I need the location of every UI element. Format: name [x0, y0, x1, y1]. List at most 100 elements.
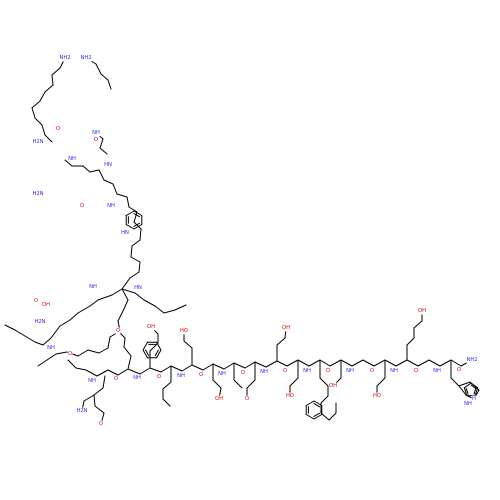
- chemical-bond: [133, 221, 142, 230]
- ring-bond: [305, 414, 315, 420]
- ring-double-bond: [473, 387, 477, 395]
- chemical-bond: [41, 124, 46, 136]
- chemical-bond: [254, 361, 267, 368]
- nitrogen-atom-label: H2N: [76, 408, 87, 414]
- chemical-bond: [107, 336, 111, 349]
- chemical-bond: [127, 368, 141, 375]
- atom-label-background: [88, 377, 96, 385]
- atom-label-background: [282, 324, 290, 332]
- chemical-bond: [154, 305, 165, 314]
- chemical-bond: [98, 169, 105, 181]
- nitrogen-atom-label: H: [472, 396, 476, 402]
- chemical-bond: [97, 294, 113, 301]
- chemical-bond: [174, 304, 187, 311]
- chemical-bond: [395, 359, 408, 367]
- oxygen-atom-label: O: [94, 137, 98, 143]
- oxygen-atom-label: O: [116, 328, 120, 334]
- chemical-bond: [94, 405, 105, 414]
- atom-label-background: [466, 356, 478, 364]
- oxygen-atom-label: O: [114, 376, 118, 382]
- ring-bond: [142, 341, 148, 351]
- chemical-bond: [50, 325, 61, 339]
- chemical-bond: [362, 359, 375, 367]
- chemical-bond: [458, 385, 467, 396]
- atom-label-background: [329, 382, 337, 390]
- ring-double-bond: [145, 349, 150, 357]
- chemical-bond: [89, 169, 100, 173]
- chemical-bond: [46, 353, 57, 361]
- oxygen-atom-label: HO: [373, 393, 381, 399]
- ring-double-bond: [133, 213, 141, 218]
- ring-double-bond: [465, 387, 469, 395]
- nitrogen-atom-label: NH: [390, 368, 398, 374]
- atom-label-background: [67, 350, 73, 358]
- chemical-bond: [133, 211, 138, 223]
- chemical-bond: [121, 288, 136, 294]
- chemical-bond: [34, 117, 43, 126]
- chemical-bond: [14, 329, 26, 337]
- chemical-bond: [170, 365, 183, 372]
- chemical-bond: [93, 387, 104, 396]
- oxygen-atom-label: O: [414, 368, 418, 374]
- chemical-bond: [51, 74, 54, 86]
- atom-label-background: [47, 344, 55, 352]
- chemical-bond: [24, 335, 36, 343]
- atom-label-background: [369, 367, 375, 375]
- oxygen-atom-label: OH: [42, 302, 50, 308]
- chemical-bond: [373, 359, 386, 367]
- chemical-bond: [308, 359, 321, 367]
- oxygen-atom-label: O: [245, 396, 249, 402]
- chemical-bond: [121, 277, 131, 290]
- chemical-bond: [122, 299, 129, 312]
- chemical-bond: [329, 359, 342, 367]
- chemical-bond: [34, 341, 44, 346]
- chemical-bond: [202, 363, 214, 371]
- chemical-bond: [246, 379, 256, 389]
- chemical-bond: [139, 367, 151, 375]
- chemical-bond: [111, 288, 123, 296]
- atom-label-background: [471, 395, 477, 403]
- chemical-bond: [340, 359, 353, 367]
- atom-label-background: [134, 284, 142, 292]
- oxygen-atom-label: OH: [215, 396, 223, 402]
- atom-label-background: [198, 371, 204, 379]
- chemical-bond: [233, 379, 243, 389]
- chemical-bond: [276, 337, 286, 346]
- chemical-bond: [107, 369, 119, 376]
- chemical-bond: [428, 359, 441, 367]
- nitrogen-atom-label: HN: [134, 285, 142, 291]
- nitrogen-atom-label: NH: [89, 284, 97, 290]
- chemical-bond: [376, 377, 386, 387]
- oxygen-atom-label: O: [157, 374, 161, 380]
- oxygen-atom-label: HO: [286, 393, 294, 399]
- atom-label-background: [156, 373, 162, 381]
- atom-label-background: [373, 392, 381, 400]
- ring-bond: [313, 400, 323, 406]
- chemical-bond: [129, 271, 140, 279]
- chemical-bond: [100, 73, 109, 81]
- atom-label-background: [34, 318, 46, 326]
- nitrogen-atom-label: NH: [464, 401, 472, 407]
- chemical-bond: [83, 394, 95, 402]
- atom-label-background: [456, 366, 462, 374]
- nitrogen-atom-label: NH2: [466, 357, 477, 363]
- atom-label-background: [325, 367, 331, 375]
- oxygen-atom-label: OH: [329, 383, 337, 389]
- chemical-bond: [102, 375, 106, 389]
- ring-bond: [125, 210, 135, 216]
- chemical-bond: [39, 91, 46, 102]
- nitrogen-atom-label: NH: [88, 378, 96, 384]
- chemical-bond: [64, 159, 73, 167]
- oxygen-atom-label: O: [68, 351, 72, 357]
- atom-label-background: [93, 136, 99, 144]
- chemical-bond: [31, 100, 41, 109]
- chemical-bond: [99, 147, 108, 155]
- chemical-bond: [406, 359, 419, 367]
- chemical-bond: [149, 367, 162, 373]
- nitrogen-atom-label: H2N: [32, 191, 43, 197]
- chemical-bond: [59, 319, 71, 327]
- chemical-bond: [265, 360, 278, 368]
- atom-label-background: [413, 367, 419, 375]
- chemical-bond: [212, 363, 225, 370]
